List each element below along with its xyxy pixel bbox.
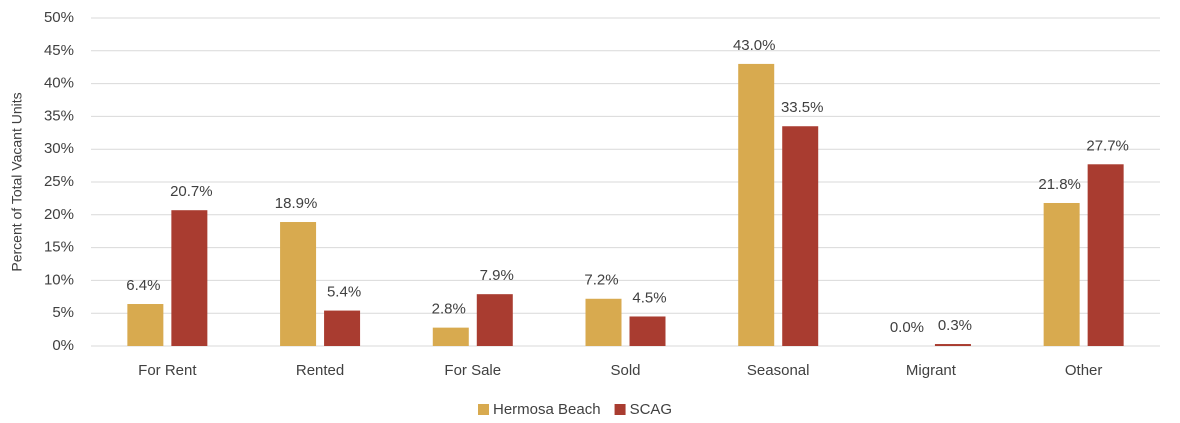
bar [934,344,971,346]
value-label: 4.5% [632,289,666,306]
bar [629,316,666,346]
legend-label: Hermosa Beach [493,401,601,418]
x-tick-label: For Rent [138,362,197,379]
value-label: 7.2% [584,272,618,289]
bar [280,222,317,346]
legend-label: SCAG [630,401,673,418]
x-tick-label: Migrant [906,362,957,379]
legend-swatch [478,404,489,415]
x-tick-label: Seasonal [747,362,810,379]
y-tick-label: 10% [44,271,74,288]
x-tick-label: Other [1065,362,1103,379]
bar [127,304,164,346]
value-label: 0.0% [890,319,924,336]
y-tick-label: 15% [44,239,74,256]
bar [738,63,775,347]
bar [1087,164,1124,346]
value-label: 33.5% [781,99,824,116]
y-tick-label: 20% [44,206,74,223]
value-label: 7.9% [480,267,514,284]
bar [432,327,469,346]
value-label: 0.3% [938,317,972,334]
value-label: 20.7% [170,183,213,200]
y-tick-label: 40% [44,75,74,92]
y-tick-label: 5% [52,304,74,321]
value-label: 18.9% [275,195,318,212]
bar [1043,202,1080,346]
y-tick-label: 30% [44,140,74,157]
x-tick-label: For Sale [444,362,501,379]
value-label: 43.0% [733,37,776,54]
bar [324,310,361,346]
bar [476,294,513,346]
legend-swatch [614,404,626,415]
value-label: 5.4% [327,284,361,301]
bar [585,298,622,346]
value-label: 27.7% [1086,137,1129,154]
bar [782,126,819,347]
value-label: 2.8% [432,301,466,318]
y-tick-label: 45% [44,42,74,59]
x-tick-label: Rented [296,362,344,379]
value-label: 21.8% [1038,176,1081,193]
y-tick-label: 25% [44,173,74,190]
y-tick-label: 50% [44,9,74,26]
value-label: 6.4% [126,277,160,294]
y-tick-label: 0% [52,337,74,354]
x-tick-label: Sold [610,362,640,379]
y-tick-label: 35% [44,107,74,124]
bar [171,210,208,346]
y-axis-label: Percent of Total Vacant Units [9,92,25,271]
